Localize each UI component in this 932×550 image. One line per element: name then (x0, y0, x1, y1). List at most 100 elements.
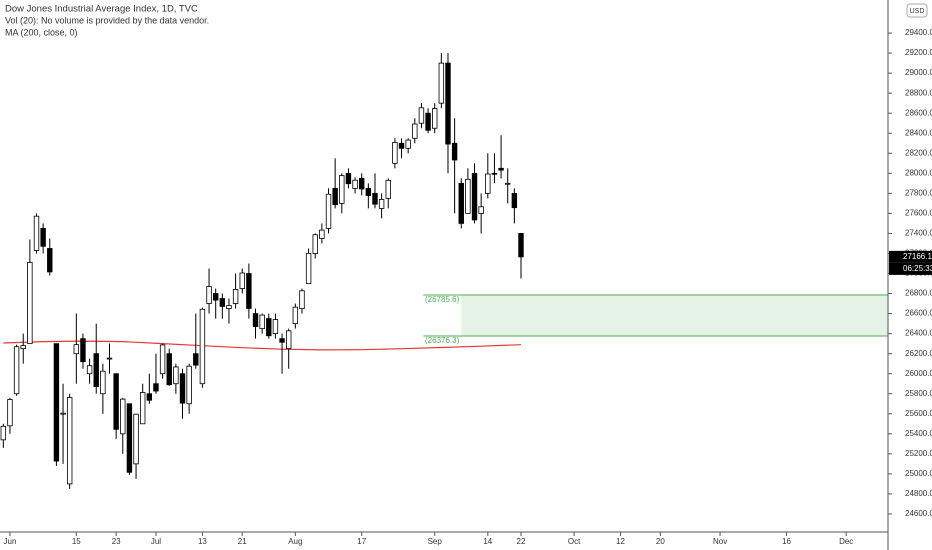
x-tick-label: 20 (656, 537, 665, 546)
candle-body (451, 142, 458, 161)
candle-body (458, 182, 464, 224)
candle-body (53, 343, 60, 462)
candle-body (325, 193, 332, 229)
candle-body (80, 338, 86, 363)
candle-body (13, 346, 20, 395)
candle-body (438, 62, 445, 104)
candle-body (100, 370, 106, 395)
y-tick-label: 26200.0 (905, 349, 932, 358)
candle-body (491, 172, 498, 175)
candle-body (372, 192, 378, 205)
candle-body (511, 192, 518, 209)
x-tick-label: 23 (112, 537, 121, 546)
candle-body (319, 229, 325, 239)
y-tick-label: 28800.0 (905, 88, 932, 97)
candle-body (392, 142, 398, 164)
last-price-tag (889, 250, 932, 263)
candle-body (20, 345, 26, 350)
candle-body (40, 228, 46, 247)
candle-body (219, 298, 226, 307)
candle-body (133, 413, 139, 465)
indicator-label: Vol (20): No volume is provided by the d… (5, 15, 209, 25)
candle-body (7, 399, 13, 427)
candle-body (312, 234, 318, 254)
candle-body (47, 248, 53, 273)
candle-body (445, 62, 451, 145)
candle-body (398, 142, 405, 149)
last-price-label: 27166.1 (903, 252, 932, 261)
candle-body (126, 403, 133, 473)
candle-body (139, 392, 146, 425)
y-tick-label: 28000.0 (905, 168, 932, 177)
candle-body (378, 199, 385, 209)
y-tick-label: 29400.0 (905, 28, 932, 37)
y-tick-label: 27400.0 (905, 229, 932, 238)
currency-badge[interactable] (906, 3, 928, 18)
y-tick-label: 24600.0 (905, 509, 932, 518)
moving-average (3, 340, 522, 351)
candle-body (146, 393, 153, 401)
candle-body (498, 167, 504, 171)
candle-body (186, 365, 192, 405)
candle-body (66, 397, 73, 485)
candle-body (279, 338, 285, 343)
countdown-tag (889, 262, 932, 275)
y-tick-label: 29000.0 (905, 68, 932, 77)
candle-body (485, 173, 491, 194)
zone-label: (26785.6) (425, 295, 460, 304)
y-tick-label: 26400.0 (905, 329, 932, 338)
candle-body (166, 353, 172, 386)
candle-body (60, 412, 66, 415)
candle-body (86, 365, 93, 375)
y-tick-label: 27600.0 (905, 209, 932, 218)
y-tick-label: 27800.0 (905, 188, 932, 197)
x-tick-label: Jun (4, 537, 17, 546)
candle-body (385, 179, 391, 199)
indicator-label: MA (200, close, 0) (5, 27, 78, 37)
y-tick-label: 25600.0 (905, 409, 932, 418)
x-tick-label: 22 (517, 537, 526, 546)
candle-body (345, 172, 352, 185)
x-tick-label: 13 (198, 537, 207, 546)
candle-body (246, 273, 252, 309)
x-tick-label: 15 (72, 537, 81, 546)
candle-body (285, 330, 292, 350)
y-tick-label: 28200.0 (905, 148, 932, 157)
candle-body (465, 178, 471, 214)
candle-body (518, 233, 524, 258)
x-tick-label: 12 (616, 537, 625, 546)
plot-area: (26785.6) (26376.3) (0, 53, 888, 489)
candle-body (359, 177, 365, 190)
candle-body (418, 107, 425, 124)
candle-body (305, 252, 312, 284)
candle-body (272, 319, 279, 335)
candle-body (239, 272, 245, 289)
y-tick-label: 26000.0 (905, 369, 932, 378)
candle-body (365, 187, 372, 196)
y-tick-label: 25000.0 (905, 469, 932, 478)
candle-body (299, 290, 305, 309)
x-tick-label: 21 (238, 537, 247, 546)
x-tick-label: Oct (568, 537, 581, 546)
y-tick-label: 29200.0 (905, 48, 932, 57)
y-tick-label: 26600.0 (905, 309, 932, 318)
currency-label[interactable]: USD (910, 8, 925, 15)
candle-body (266, 318, 272, 337)
candle-body (332, 187, 338, 206)
candle-body (179, 373, 186, 404)
candle-body (206, 286, 212, 304)
candle-body (73, 344, 80, 355)
zone-label: (26376.3) (425, 336, 460, 345)
candle-body (27, 262, 33, 345)
zone (461, 294, 888, 337)
chart-title: Dow Jones Industrial Average Index, 1D, … (5, 4, 198, 15)
candle-body (173, 366, 179, 385)
candle-body (405, 139, 411, 149)
y-tick-label: 24800.0 (905, 489, 932, 498)
candle-body (412, 123, 418, 139)
x-tick-label: Aug (288, 537, 302, 546)
x-tick-label: 16 (782, 537, 791, 546)
y-tick-label: 28400.0 (905, 128, 932, 137)
x-tick-label: 14 (483, 537, 492, 546)
